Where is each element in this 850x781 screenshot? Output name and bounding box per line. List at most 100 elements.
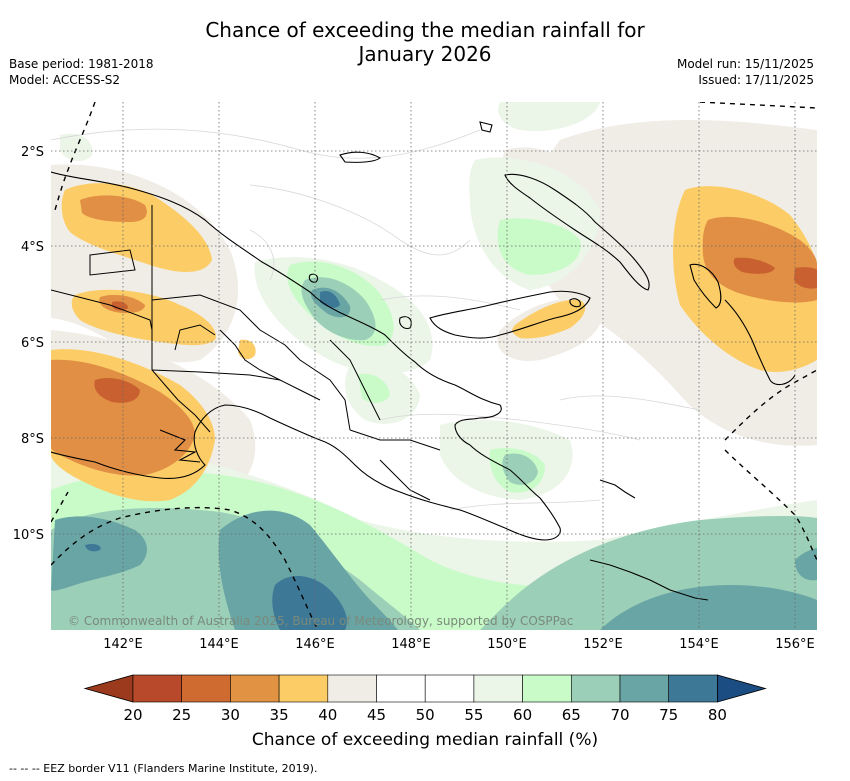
colorbar-title: Chance of exceeding median rainfall (%) (251, 730, 599, 750)
copyright-notice: © Commonwealth of Australia 2025, Bureau… (68, 614, 574, 628)
colorbar-tick-label: 80 (708, 706, 727, 724)
manus-island (339, 151, 381, 163)
colorbar-segment (376, 674, 426, 703)
meta-left: Base period: 1981-2018 Model: ACCESS-S2 (9, 56, 154, 88)
longitude-tick-label: 152°E (583, 637, 623, 652)
province-line-6 (329, 339, 381, 421)
longitude-tick-label: 144°E (199, 637, 239, 652)
huon-peninsula (414, 361, 502, 446)
colorbar (83, 674, 767, 703)
model-run: Model run: 15/11/2025 (676, 57, 814, 71)
model-name: Model: ACCESS-S2 (9, 73, 121, 87)
karkar-island (308, 273, 319, 283)
zone-25-30 (94, 257, 817, 403)
latitude-tick-label: 6°S (21, 336, 44, 351)
colorbar-segment (619, 674, 670, 703)
zone-25-patch (94, 378, 140, 403)
zone-70-patch (600, 585, 817, 630)
zone-55-patch (498, 102, 600, 131)
zone-70-patch (795, 548, 817, 581)
province-line-9 (174, 324, 216, 351)
zone-30-35 (51, 195, 817, 476)
zone-55-patch (60, 133, 93, 162)
title-line-1: Chance of exceeding the median rainfall … (205, 18, 645, 42)
eez-west (54, 102, 96, 211)
longitude-tick-label: 148°E (391, 637, 431, 652)
issued-date: Issued: 17/11/2025 (698, 73, 814, 87)
colorbar-tick-label: 65 (562, 706, 581, 724)
zone-60-patch (358, 373, 390, 403)
trobriand-islands (599, 479, 636, 499)
louisiade-archipelago (589, 559, 709, 601)
eez-southwest (51, 506, 319, 630)
colorbar-segment (570, 674, 621, 703)
zone-65-patch (502, 453, 538, 485)
province-line-1 (89, 249, 136, 276)
longitude-tick-label: 146°E (295, 637, 335, 652)
longitude-tick-label: 156°E (775, 637, 815, 652)
colorbar-segment (230, 674, 280, 703)
province-line-3 (151, 294, 351, 431)
province-line-5 (151, 369, 281, 381)
map-title: Chance of exceeding the median rainfall … (0, 18, 850, 66)
title-line-2: January 2026 (358, 42, 492, 66)
colorbar-tick-label: 55 (464, 706, 483, 724)
colorbar-segment (473, 674, 523, 703)
colorbar-segment (327, 674, 377, 703)
new-britain (429, 290, 591, 339)
eez-southeast (724, 369, 817, 441)
papuan-peninsula (51, 404, 561, 541)
zone-60-patch (497, 218, 581, 275)
colorbar-extend-low (83, 674, 134, 703)
zone-70-patch (218, 510, 398, 630)
solomon-islands (724, 299, 796, 386)
new-guinea-north-coast (51, 171, 416, 363)
province-line-8 (379, 459, 431, 501)
new-hanover (569, 298, 581, 308)
province-boundaries (51, 205, 441, 501)
longitude-tick-label: 150°E (487, 637, 527, 652)
zone-25-patch (112, 301, 128, 311)
colorbar-segment (278, 674, 329, 703)
colorbar-tick-label: 40 (318, 706, 337, 724)
colorbar-segment (424, 674, 475, 703)
zone-25-patch (794, 267, 817, 289)
latitude-tick-label: 2°S (21, 145, 44, 160)
colorbar-segment (668, 674, 718, 703)
zone-30-patch (702, 216, 817, 303)
contour-lines (51, 128, 701, 511)
longitude-tick-label: 154°E (679, 637, 719, 652)
province-line-2 (51, 289, 153, 331)
colorbar-segment (181, 674, 231, 703)
colorbar-segment (522, 674, 572, 703)
colorbar-tick-label: 35 (270, 706, 289, 724)
meta-right: Model run: 15/11/2025 Issued: 17/11/2025 (677, 56, 814, 88)
coastlines (51, 121, 796, 601)
zone-35-patch (512, 299, 586, 339)
zone-35-patch (238, 339, 256, 360)
colorbar-tick-label: 25 (172, 706, 191, 724)
map-panel (51, 102, 817, 630)
colorbar-extend-high (717, 674, 767, 703)
colorbar-segment (132, 674, 183, 703)
colorbar-tick-label: 45 (367, 706, 386, 724)
province-line-7 (349, 429, 441, 451)
north-islands (479, 121, 493, 133)
zone-75-patch (85, 543, 101, 552)
eez-legend-note: -- -- -- EEZ border V11 (Flanders Marine… (9, 762, 318, 775)
latitude-tick-label: 4°S (21, 240, 44, 255)
zone-30-patch (51, 359, 195, 476)
eez-borders (51, 102, 817, 630)
colorbar-tick-label: 60 (513, 706, 532, 724)
zone-75-patch (272, 575, 347, 630)
latitude-tick-label: 10°S (13, 528, 44, 543)
fly-delta (159, 429, 201, 463)
bougainville (689, 263, 722, 309)
latitude-tick-label: 8°S (21, 432, 44, 447)
islands-misc (399, 316, 412, 329)
latitude-labels: 2°S 4°S 6°S 8°S 10°S (13, 145, 44, 543)
colorbar-tick-labels: 20 25 30 35 40 45 50 55 60 65 70 75 80 (123, 706, 726, 724)
zone-25-patch (733, 257, 775, 274)
colorbar-tick-label: 75 (659, 706, 678, 724)
